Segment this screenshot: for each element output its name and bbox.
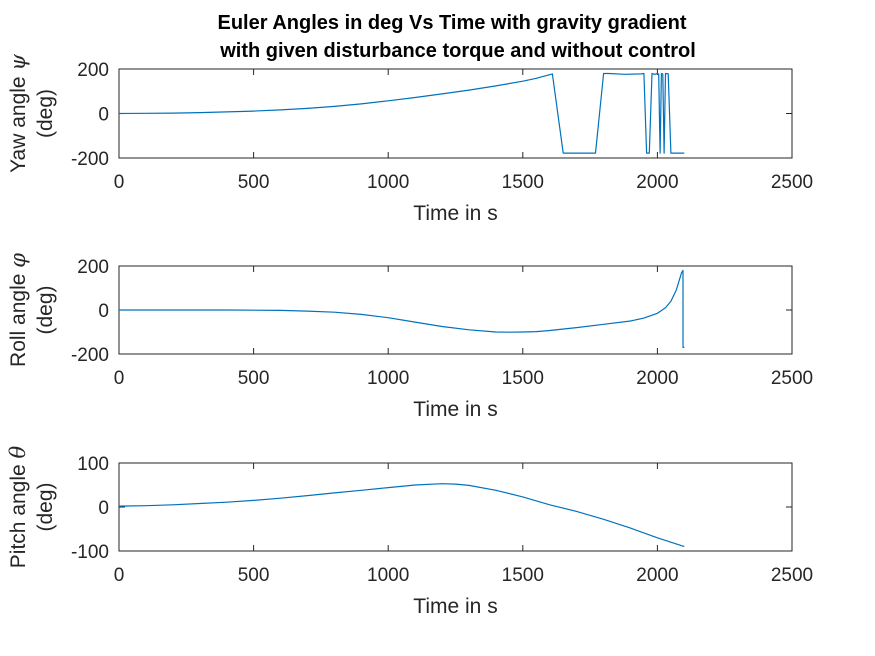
pitch-series-line: [118, 483, 685, 548]
yaw-y-tick-label: 200: [77, 60, 109, 81]
yaw-y-tick-label: 0: [98, 105, 109, 126]
pitch-y-tick-label: 0: [98, 498, 109, 519]
pitch-y-axis-unit: (deg): [34, 482, 57, 531]
yaw-series-line: [118, 72, 685, 154]
yaw-y-axis-unit: (deg): [34, 89, 57, 138]
yaw-x-tick-label: 500: [238, 172, 270, 193]
roll-x-tick-label: 2500: [771, 368, 813, 389]
pitch-axes-box: [118, 462, 793, 552]
roll-x-tick-label: 0: [114, 368, 125, 389]
yaw-x-axis-label: Time in s: [413, 202, 497, 225]
pitch-y-axis-label: Pitch angle θ: [6, 445, 30, 568]
title-line-1: Euler Angles in deg Vs Time with gravity…: [218, 12, 687, 34]
pitch-y-tick-label: -100: [71, 542, 109, 563]
yaw-y-tick-label: -200: [71, 149, 109, 170]
roll-y-tick-label: 0: [98, 301, 109, 322]
yaw-x-tick-label: 2000: [636, 172, 678, 193]
pitch-x-tick-label: 1500: [502, 565, 544, 586]
pitch-x-axis-label: Time in s: [413, 595, 497, 618]
pitch-x-tick-label: 2000: [636, 565, 678, 586]
pitch-x-tick-label: 0: [114, 565, 125, 586]
yaw-axes-box: [118, 68, 793, 159]
roll-x-axis-label: Time in s: [413, 398, 497, 421]
pitch-x-tick-label: 500: [238, 565, 270, 586]
roll-x-tick-label: 500: [238, 368, 270, 389]
roll-x-tick-label: 2000: [636, 368, 678, 389]
yaw-x-tick-label: 2500: [771, 172, 813, 193]
roll-y-tick-label: -200: [71, 345, 109, 366]
pitch-y-tick-label: 100: [77, 454, 109, 475]
roll-y-axis-unit: (deg): [34, 285, 57, 334]
yaw-x-tick-label: 1000: [367, 172, 409, 193]
roll-y-axis-label: Roll angle φ: [6, 253, 30, 367]
title-line-2: with given disturbance torque and withou…: [219, 40, 696, 62]
roll-x-tick-label: 1500: [502, 368, 544, 389]
yaw-x-tick-label: 0: [114, 172, 125, 193]
yaw-x-tick-label: 1500: [502, 172, 544, 193]
pitch-x-tick-label: 1000: [367, 565, 409, 586]
yaw-y-axis-label: Yaw angle ψ: [6, 54, 30, 173]
pitch-x-tick-label: 2500: [771, 565, 813, 586]
roll-x-tick-label: 1000: [367, 368, 409, 389]
roll-y-tick-label: 200: [77, 257, 109, 278]
roll-series-line: [119, 269, 685, 348]
